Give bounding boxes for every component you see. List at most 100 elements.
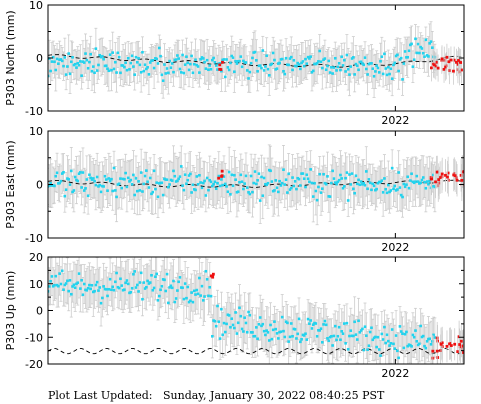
data-point bbox=[421, 176, 425, 179]
recent-data-point bbox=[219, 68, 223, 71]
data-point bbox=[343, 58, 346, 62]
data-point bbox=[195, 63, 199, 67]
data-point bbox=[77, 63, 81, 67]
data-point bbox=[266, 331, 270, 334]
data-point bbox=[126, 176, 130, 180]
data-point bbox=[164, 72, 168, 75]
data-point bbox=[164, 289, 168, 293]
data-point bbox=[275, 186, 279, 190]
data-point bbox=[99, 190, 103, 194]
data-point bbox=[399, 56, 403, 60]
data-point bbox=[104, 178, 108, 181]
data-point bbox=[251, 56, 254, 60]
data-point bbox=[64, 73, 68, 76]
data-point bbox=[318, 49, 322, 53]
data-point bbox=[207, 188, 210, 192]
recent-data-point bbox=[460, 178, 464, 182]
data-point bbox=[67, 52, 71, 55]
data-point bbox=[80, 186, 83, 189]
data-point bbox=[379, 354, 382, 357]
data-point bbox=[50, 60, 54, 63]
data-point bbox=[55, 171, 59, 175]
data-point bbox=[107, 177, 111, 180]
data-point bbox=[216, 181, 219, 185]
data-point bbox=[248, 192, 252, 196]
recent-data-point bbox=[218, 63, 222, 67]
data-point bbox=[284, 178, 288, 182]
data-point bbox=[99, 301, 103, 305]
data-point bbox=[430, 340, 434, 343]
data-point bbox=[344, 342, 347, 345]
data-point bbox=[255, 326, 258, 329]
data-point bbox=[218, 337, 222, 340]
data-point bbox=[157, 46, 161, 50]
data-point bbox=[319, 327, 323, 330]
data-point bbox=[49, 69, 52, 73]
data-point bbox=[242, 59, 245, 63]
data-point bbox=[262, 69, 266, 72]
data-point bbox=[371, 182, 375, 186]
data-point bbox=[194, 188, 197, 192]
data-point bbox=[218, 62, 222, 65]
data-point bbox=[362, 348, 366, 352]
data-point bbox=[174, 58, 178, 61]
data-point bbox=[406, 344, 410, 348]
data-point bbox=[366, 73, 369, 76]
data-point bbox=[305, 62, 309, 65]
data-point bbox=[385, 333, 389, 337]
data-point bbox=[160, 284, 164, 288]
data-point bbox=[432, 333, 435, 337]
data-point bbox=[249, 174, 253, 178]
data-point bbox=[203, 295, 206, 298]
data-point bbox=[310, 181, 314, 185]
data-point bbox=[107, 287, 111, 291]
data-point bbox=[398, 325, 402, 328]
data-point bbox=[355, 64, 359, 68]
data-point bbox=[280, 57, 284, 61]
data-point bbox=[402, 182, 406, 186]
data-point bbox=[317, 185, 320, 189]
data-point bbox=[68, 279, 72, 282]
data-point bbox=[389, 341, 393, 345]
data-point bbox=[63, 56, 67, 59]
data-point bbox=[386, 339, 390, 343]
data-point bbox=[344, 70, 347, 73]
data-point bbox=[427, 55, 430, 58]
data-point bbox=[146, 180, 149, 184]
data-point bbox=[310, 70, 314, 74]
data-point bbox=[245, 69, 249, 72]
data-point bbox=[301, 60, 305, 63]
data-point bbox=[384, 67, 388, 70]
data-point bbox=[152, 286, 156, 290]
data-point bbox=[375, 345, 378, 349]
data-point bbox=[213, 60, 217, 64]
data-point bbox=[260, 66, 263, 70]
recent-data-point bbox=[211, 272, 215, 276]
data-point bbox=[425, 339, 429, 343]
data-point bbox=[264, 333, 267, 337]
data-point bbox=[98, 183, 102, 187]
data-point bbox=[69, 292, 73, 296]
y-tick-label: 10 bbox=[29, 0, 43, 12]
data-point bbox=[367, 344, 371, 348]
data-point bbox=[340, 177, 344, 180]
data-point bbox=[67, 289, 71, 293]
data-point bbox=[319, 191, 323, 194]
data-point bbox=[243, 182, 246, 185]
data-point bbox=[137, 57, 140, 60]
errorbars bbox=[48, 21, 437, 99]
data-point bbox=[147, 73, 151, 76]
data-point bbox=[396, 53, 399, 57]
recent-data-point bbox=[458, 343, 462, 346]
data-point bbox=[305, 338, 309, 341]
data-point bbox=[129, 61, 133, 65]
data-point bbox=[199, 57, 202, 61]
data-point bbox=[172, 169, 175, 173]
data-point bbox=[90, 69, 94, 73]
data-point bbox=[161, 193, 165, 197]
data-point bbox=[199, 294, 202, 297]
data-point bbox=[352, 334, 355, 338]
recent-data-point bbox=[458, 345, 462, 349]
data-point bbox=[72, 283, 76, 287]
data-point bbox=[106, 67, 109, 70]
